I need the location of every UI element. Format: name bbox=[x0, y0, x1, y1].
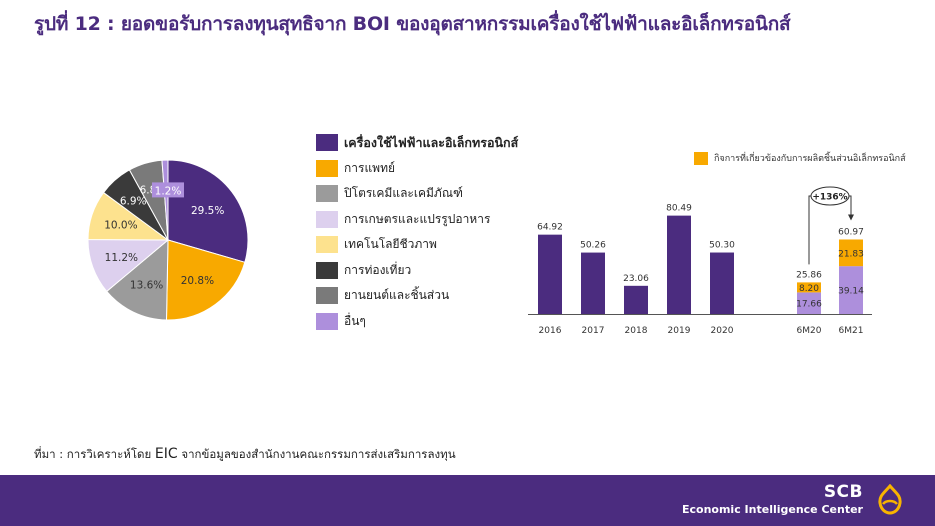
legend-label: อื่นๆ bbox=[344, 313, 366, 328]
segment-label: 8.20 bbox=[799, 284, 819, 294]
legend-swatch bbox=[316, 185, 338, 203]
legend-item: การเกษตรและแปรรูปอาหาร bbox=[316, 207, 518, 233]
legend-swatch bbox=[316, 312, 338, 330]
pie-data-label: 1.2% bbox=[155, 185, 182, 197]
legend-item: การท่องเที่ยว bbox=[316, 258, 518, 284]
legend-swatch bbox=[316, 210, 338, 228]
pie-data-label: 11.2% bbox=[105, 252, 138, 264]
category-label: 2017 bbox=[582, 326, 605, 336]
legend-item: เทคโนโลยีชีวภาพ bbox=[316, 232, 518, 258]
source-suffix: จากข้อมูลของสำนักงานคณะกรรมการส่งเสริมกา… bbox=[181, 447, 456, 461]
scb-logo-icon bbox=[878, 484, 902, 515]
legend-item: การแพทย์ bbox=[316, 156, 518, 182]
legend-swatch bbox=[316, 287, 338, 305]
growth-arrowhead bbox=[848, 214, 854, 221]
bar-total-label: 80.49 bbox=[666, 204, 692, 214]
legend-label: เทคโนโลยีชีวภาพ bbox=[344, 237, 437, 252]
bar-legend: กิจการที่เกี่ยวข้องกับการผลิตชิ้นส่วนอิเ… bbox=[694, 151, 906, 165]
legend-item: ยานยนต์และชิ้นส่วน bbox=[316, 283, 518, 309]
category-label: 2018 bbox=[625, 326, 648, 336]
legend-label: เครื่องใช้ไฟฟ้าและอิเล็กทรอนิกส์ bbox=[344, 134, 519, 150]
pie-slice bbox=[161, 159, 169, 241]
pie-chart: 29.5%20.8%13.6%11.2%10.0%6.9%6.8%1.2% bbox=[87, 159, 249, 321]
pie-slice bbox=[105, 238, 169, 321]
source-org: EIC bbox=[154, 446, 178, 462]
pie-slice bbox=[165, 239, 246, 321]
segment-label: 21.83 bbox=[838, 249, 864, 259]
bar-total-label: 23.06 bbox=[623, 274, 649, 284]
bar bbox=[538, 234, 562, 314]
bar-total-label: 64.92 bbox=[537, 223, 563, 233]
category-label: 2016 bbox=[539, 326, 562, 336]
segment-label: 17.66 bbox=[796, 300, 822, 310]
bar-total-label: 60.97 bbox=[838, 227, 864, 237]
bar-segment-upper bbox=[839, 239, 863, 267]
source-prefix: ที่มา : การวิเคราะห์โดย bbox=[34, 447, 152, 461]
category-label: 6M21 bbox=[839, 326, 864, 336]
legend-label: การแพทย์ bbox=[344, 160, 396, 175]
legend-item: เครื่องใช้ไฟฟ้าและอิเล็กทรอนิกส์ bbox=[316, 130, 518, 156]
bar-segment-upper bbox=[797, 282, 821, 293]
bar-segment-lower bbox=[797, 292, 821, 314]
pie-data-label: 13.6% bbox=[130, 280, 163, 292]
legend-label: ปิโตรเคมีและเคมีภัณฑ์ bbox=[344, 186, 463, 201]
category-label: 6M20 bbox=[797, 326, 822, 336]
legend-swatch bbox=[316, 236, 338, 254]
legend-item: ปิโตรเคมีและเคมีภัณฑ์ bbox=[316, 181, 518, 207]
legend-label: การท่องเที่ยว bbox=[344, 262, 412, 277]
legend-item: อื่นๆ bbox=[316, 309, 518, 335]
bar-segment-lower bbox=[839, 266, 863, 314]
pie-data-label: 10.0% bbox=[104, 219, 137, 231]
bar-total-label: 25.86 bbox=[796, 270, 822, 280]
segment-label: 39.14 bbox=[838, 287, 864, 297]
bar bbox=[667, 215, 691, 314]
legend-swatch bbox=[316, 261, 338, 279]
logo-brand: SCB bbox=[823, 482, 863, 502]
bar-legend-label: กิจการที่เกี่ยวข้องกับการผลิตชิ้นส่วนอิเ… bbox=[714, 154, 906, 164]
bar-chart: 64.92 2016 50.26 2017 23.06 2018 80.49 2019 50.3… bbox=[528, 186, 872, 336]
category-label: 2020 bbox=[711, 326, 734, 336]
bar-legend-swatch bbox=[694, 151, 708, 165]
legend-label: การเกษตรและแปรรูปอาหาร bbox=[344, 211, 491, 226]
logo-unit: Economic Intelligence Center bbox=[681, 503, 863, 516]
bar bbox=[710, 252, 734, 314]
legend-label: ยานยนต์และชิ้นส่วน bbox=[344, 288, 450, 303]
pie-data-label: 6.9% bbox=[120, 195, 147, 207]
bar bbox=[624, 285, 648, 314]
footer-bar: SCB Economic Intelligence Center bbox=[0, 475, 935, 526]
chart-title: รูปที่ 12 : ยอดขอรับการลงทุนสุทธิจาก BOI… bbox=[34, 13, 791, 35]
growth-label: +136% bbox=[812, 193, 847, 203]
growth-badge bbox=[810, 186, 850, 206]
legend-swatch bbox=[316, 134, 338, 152]
pie-data-label: 29.5% bbox=[191, 205, 224, 217]
pie-data-label: 20.8% bbox=[181, 275, 214, 287]
bar bbox=[581, 252, 605, 314]
legend-swatch bbox=[316, 159, 338, 177]
pie-slice bbox=[167, 159, 249, 263]
category-label: 2019 bbox=[668, 326, 691, 336]
source-note: ที่มา : การวิเคราะห์โดย EIC จากข้อมูลของ… bbox=[34, 446, 456, 464]
logo-text: SCB Economic Intelligence Center bbox=[682, 482, 863, 516]
pie-label-box bbox=[152, 182, 184, 198]
pie-legend: เครื่องใช้ไฟฟ้าและอิเล็กทรอนิกส์การแพทย์… bbox=[316, 130, 518, 334]
bar-total-label: 50.26 bbox=[580, 241, 606, 251]
bar-total-label: 50.30 bbox=[709, 241, 735, 251]
